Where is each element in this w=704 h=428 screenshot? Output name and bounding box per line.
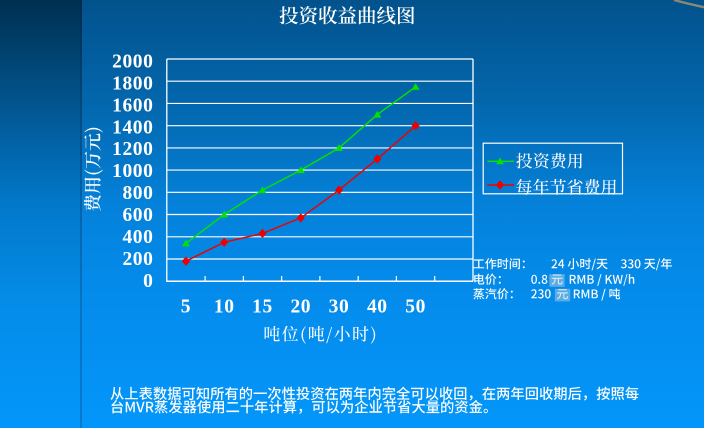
- svg-text:40: 40: [367, 297, 388, 318]
- svg-text:1800: 1800: [112, 73, 153, 94]
- svg-text:1200: 1200: [112, 139, 153, 160]
- svg-text:800: 800: [122, 183, 153, 204]
- svg-text:20: 20: [290, 297, 311, 318]
- svg-text:1600: 1600: [112, 95, 153, 116]
- svg-text:600: 600: [122, 205, 153, 226]
- svg-text:2000: 2000: [112, 51, 153, 72]
- svg-text:0: 0: [143, 271, 153, 292]
- svg-text:1400: 1400: [112, 117, 153, 138]
- svg-text:200: 200: [122, 249, 153, 270]
- svg-text:400: 400: [122, 227, 153, 248]
- svg-text:50: 50: [405, 297, 426, 318]
- svg-text:15: 15: [252, 297, 273, 318]
- svg-text:10: 10: [214, 297, 235, 318]
- svg-text:1000: 1000: [112, 161, 153, 182]
- svg-text:30: 30: [329, 297, 350, 318]
- svg-text:5: 5: [181, 297, 191, 318]
